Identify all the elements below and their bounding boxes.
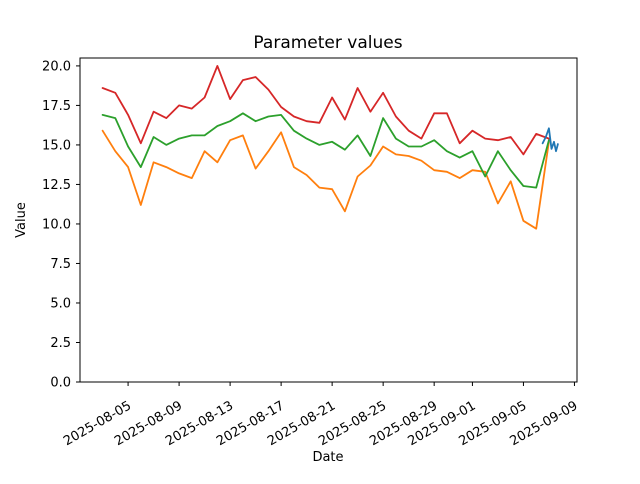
series-lines [101,65,559,230]
series-line-red [101,65,550,156]
series-line-blue-short [541,127,559,153]
y-tick-label: 20.0 [42,59,71,74]
x-axis-label: Date [312,450,343,465]
y-tick-label: 12.5 [42,178,71,193]
x-axis-ticks: 2025-08-052025-08-092025-08-132025-08-17… [61,382,580,449]
y-tick-label: 10.0 [42,217,71,232]
series-line-orange [101,129,550,230]
y-axis-ticks: 0.0 2.5 5.0 7.5 10.0 12.5 15.0 17.5 20.0 [42,59,80,391]
chart-title: Parameter values [253,33,402,53]
y-tick-label: 7.5 [50,257,71,272]
y-tick-label: 5.0 [50,296,71,311]
series-line-green [101,112,550,189]
y-tick-label: 0.0 [50,376,71,391]
y-tick-label: 17.5 [42,99,71,114]
y-tick-label: 2.5 [50,336,71,351]
plot-area [79,57,578,383]
y-tick-label: 15.0 [42,138,71,153]
y-axis-label: Value [14,202,29,238]
